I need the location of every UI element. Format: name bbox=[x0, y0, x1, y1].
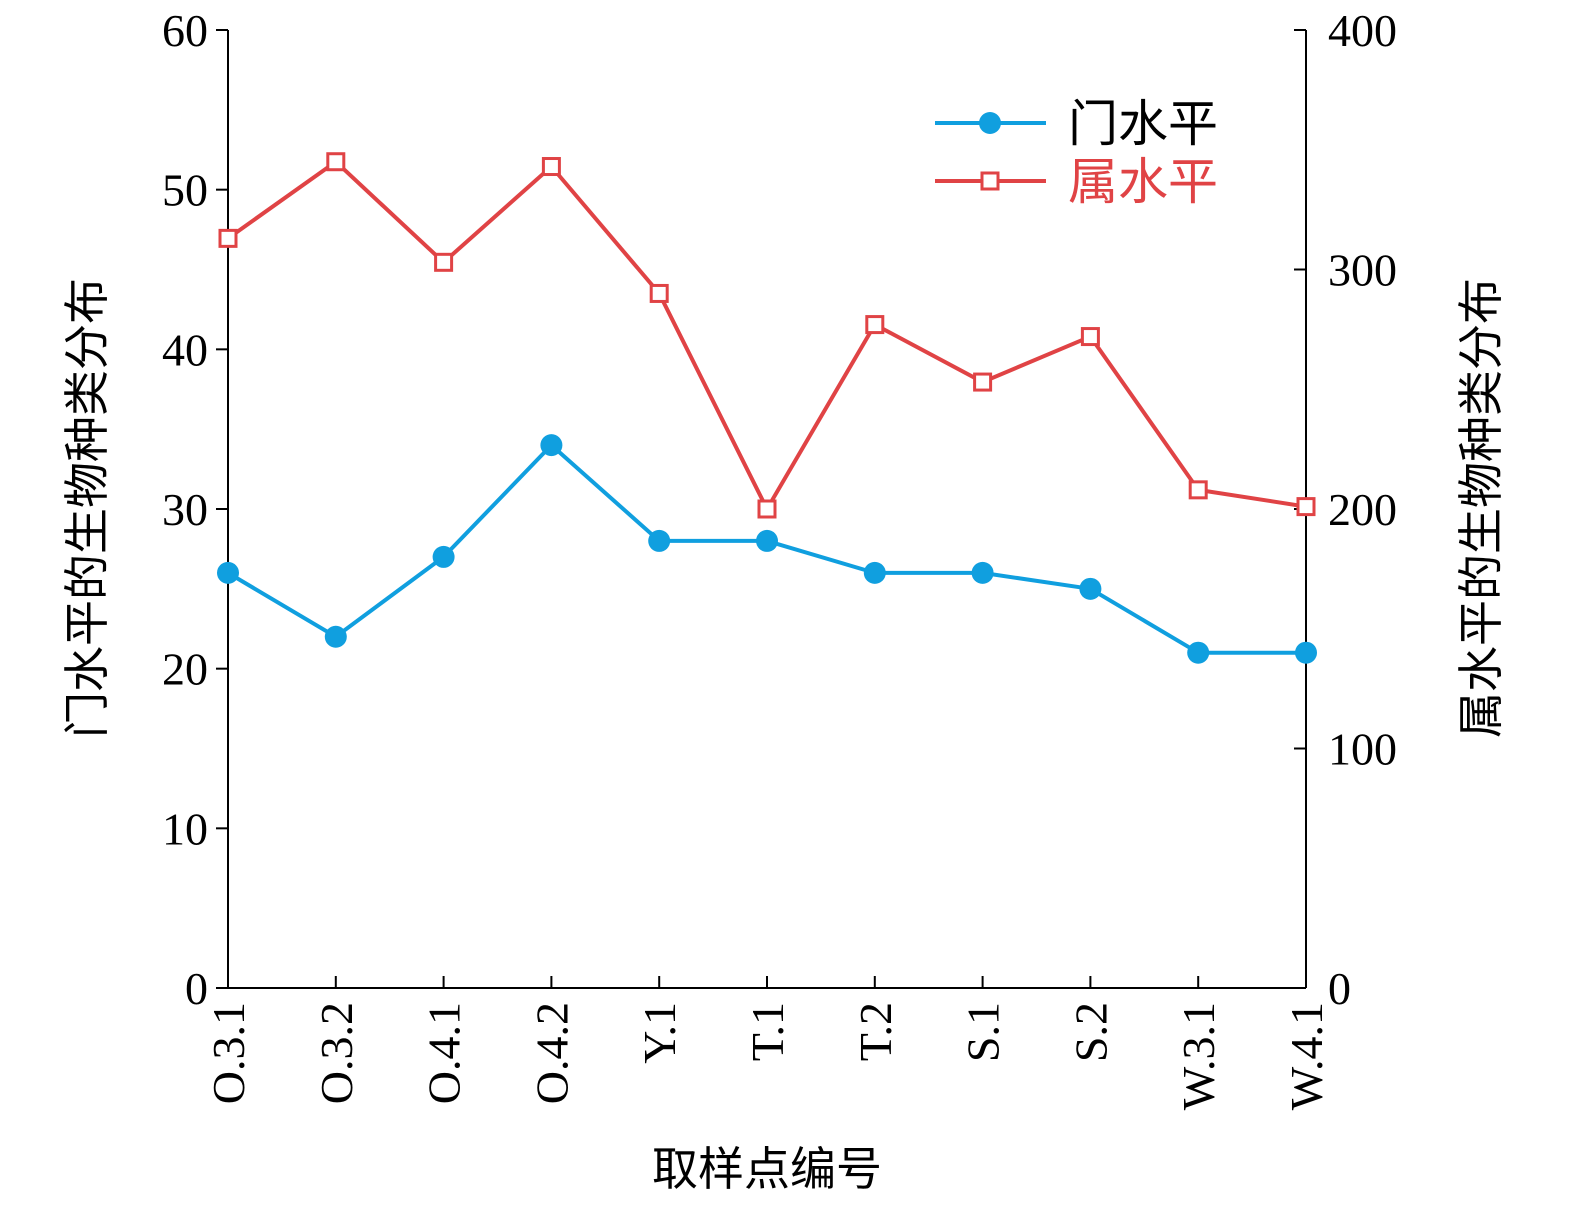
right-y-tick-label: 100 bbox=[1328, 724, 1397, 775]
data-point bbox=[432, 545, 455, 568]
data-point bbox=[540, 434, 563, 457]
x-tick-label: W.3.1 bbox=[1173, 1002, 1224, 1110]
x-tick-label: Y.1 bbox=[634, 1002, 685, 1064]
x-tick-label: T.1 bbox=[742, 1002, 793, 1061]
left-y-tick-label: 30 bbox=[162, 484, 208, 535]
data-point bbox=[1188, 480, 1208, 500]
x-tick-label: S.2 bbox=[1065, 1002, 1116, 1062]
x-tick-label: S.1 bbox=[958, 1002, 1009, 1062]
right-y-tick-label: 200 bbox=[1328, 484, 1397, 535]
left-y-tick-label: 50 bbox=[162, 165, 208, 216]
left-y-tick-label: 40 bbox=[162, 324, 208, 375]
data-point bbox=[1079, 577, 1102, 600]
right-y-tick-label: 300 bbox=[1328, 245, 1397, 296]
data-point bbox=[649, 283, 669, 303]
legend-marker bbox=[979, 112, 1001, 134]
series-line bbox=[226, 159, 1307, 511]
data-point bbox=[541, 157, 561, 177]
left-y-tick-label: 20 bbox=[162, 644, 208, 695]
x-tick-label: W.4.1 bbox=[1281, 1002, 1332, 1110]
data-point bbox=[971, 561, 994, 584]
data-point bbox=[326, 152, 346, 172]
left-y-tick-label: 10 bbox=[162, 803, 208, 854]
data-point bbox=[757, 499, 777, 519]
data-point bbox=[1296, 497, 1316, 517]
left-y-axis-title: 门水平的生物种类分布 bbox=[60, 278, 114, 738]
x-tick-label: O.4.1 bbox=[419, 1002, 470, 1104]
x-tick-label: O.3.1 bbox=[203, 1002, 254, 1104]
left-y-tick-label: 60 bbox=[162, 5, 208, 56]
data-point bbox=[1187, 641, 1210, 664]
legend-marker bbox=[980, 171, 1000, 191]
left-y-tick-label: 0 bbox=[185, 963, 208, 1014]
legend-label: 属水平 bbox=[1068, 153, 1218, 211]
data-point bbox=[324, 625, 347, 648]
x-tick-label: T.2 bbox=[850, 1002, 901, 1061]
data-point bbox=[973, 372, 993, 392]
right-y-axis-title: 属水平的生物种类分布 bbox=[1454, 278, 1508, 738]
right-y-tick-label: 400 bbox=[1328, 5, 1397, 56]
data-point bbox=[1295, 641, 1317, 664]
x-tick-label: O.3.2 bbox=[311, 1002, 362, 1104]
series-layer bbox=[217, 152, 1317, 664]
data-point bbox=[218, 228, 238, 248]
data-point bbox=[1080, 327, 1100, 347]
axes: 0 10 20 30 40 50 60 0 100 200 300 400 O.3.1 O.3.2 O.4.… bbox=[162, 5, 1397, 1110]
data-point bbox=[648, 529, 671, 552]
x-axis-title: 取样点编号 bbox=[652, 1142, 882, 1196]
data-point bbox=[756, 529, 778, 552]
right-y-tick-label: 0 bbox=[1328, 963, 1351, 1014]
x-tick-label: O.4.2 bbox=[526, 1002, 577, 1104]
data-point bbox=[865, 315, 885, 335]
data-point bbox=[863, 561, 886, 584]
data-point bbox=[217, 561, 239, 584]
legend-label: 门水平 bbox=[1068, 95, 1218, 153]
data-point bbox=[434, 252, 454, 272]
